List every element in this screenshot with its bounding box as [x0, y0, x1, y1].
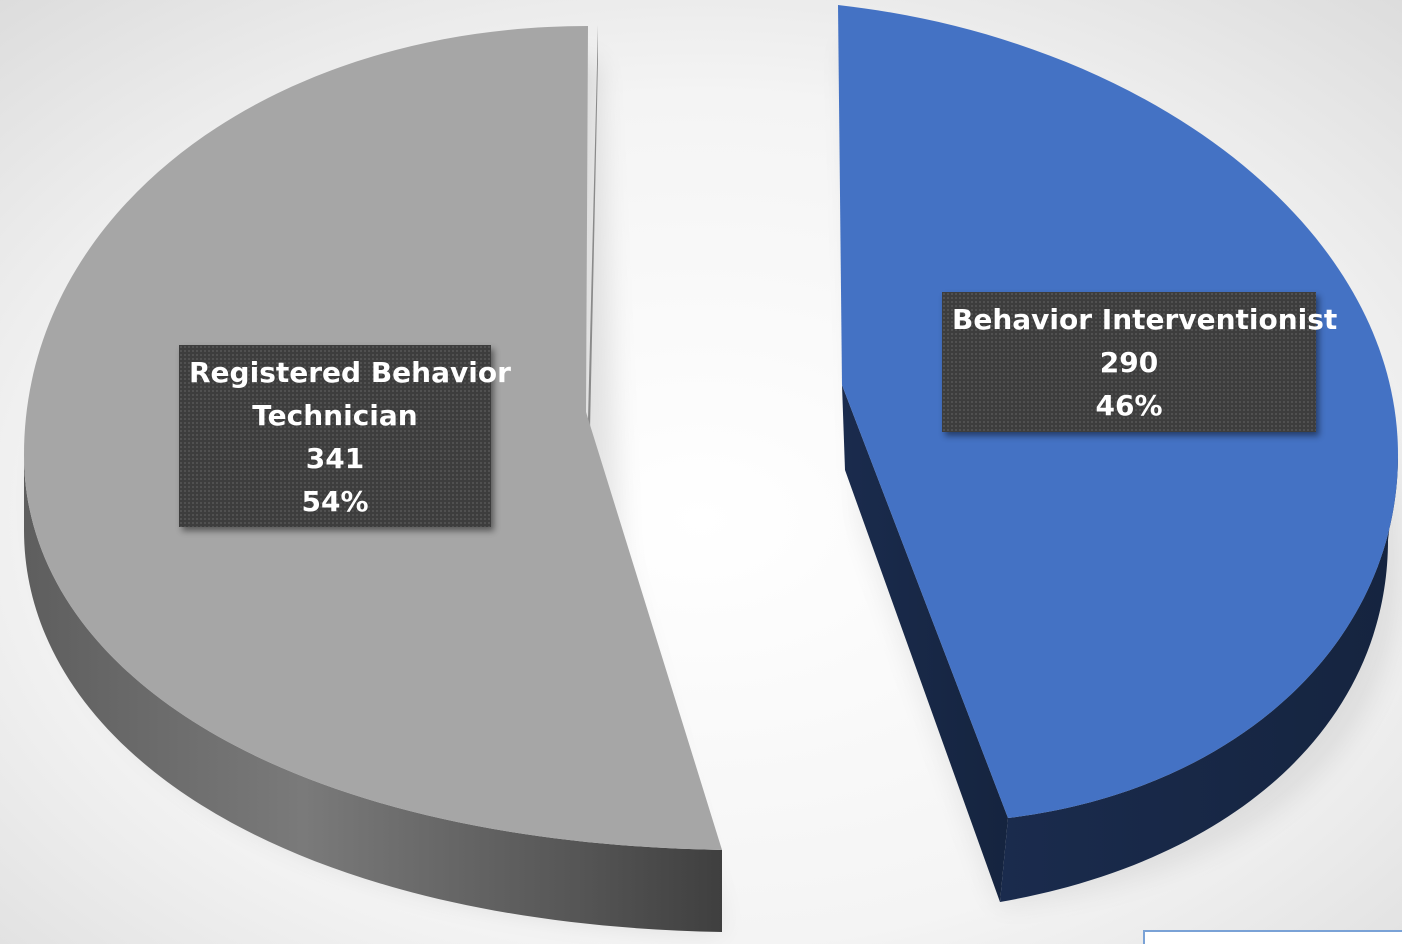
data-label-registered-behavior-technician: Registered Behavior Technician 341 54%: [179, 345, 511, 527]
label-percent: 54%: [301, 485, 369, 518]
label-value: 341: [305, 442, 365, 475]
label-percent: 46%: [1095, 389, 1163, 422]
slice-side-behavior-interventionist-outer: [1000, 455, 1398, 902]
data-label-behavior-interventionist: Behavior Interventionist 290 46%: [942, 292, 1338, 432]
slice-side-registered-behavior-technician-inner: [588, 25, 598, 430]
label-name-line-1: Registered Behavior: [189, 356, 511, 389]
label-name-line-2: Technician: [252, 399, 418, 432]
label-name-line-1: Behavior Interventionist: [952, 303, 1338, 336]
slice-side-registered-behavior-technician: [24, 455, 722, 932]
slice-side-behavior-interventionist: [842, 385, 1008, 902]
empty-text-box: [1143, 930, 1402, 944]
label-value: 290: [1099, 346, 1159, 379]
